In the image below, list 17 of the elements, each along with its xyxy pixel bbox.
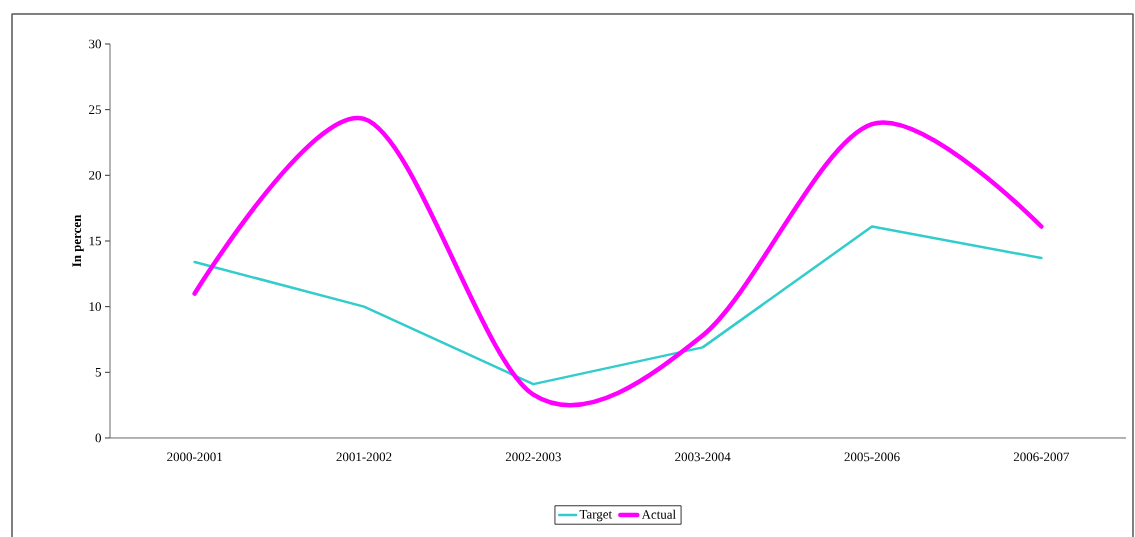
y-tick-label: 15 — [89, 236, 101, 246]
x-tick-label: 2005-2006 — [844, 452, 900, 462]
y-tick-label: 10 — [89, 302, 101, 312]
y-tick-label: 0 — [95, 433, 101, 443]
legend-label: Actual — [641, 509, 676, 519]
x-tick-label: 2002-2003 — [505, 452, 561, 462]
y-tick-label: 5 — [95, 368, 101, 377]
y-tick-label: 25 — [89, 105, 101, 114]
legend-label: Target — [579, 509, 613, 522]
x-tick-label: 2000-2001 — [167, 452, 222, 462]
x-tick-label: 2001-2002 — [336, 452, 392, 462]
y-tick-label: 20 — [89, 170, 101, 180]
y-tick-label: 30 — [89, 39, 101, 49]
line-series — [193, 225, 1043, 386]
x-tick-label: 2006-2007 — [1013, 452, 1070, 462]
y-axis-title: In percen — [72, 214, 84, 267]
x-tick-label: 2003-2004 — [675, 452, 731, 462]
